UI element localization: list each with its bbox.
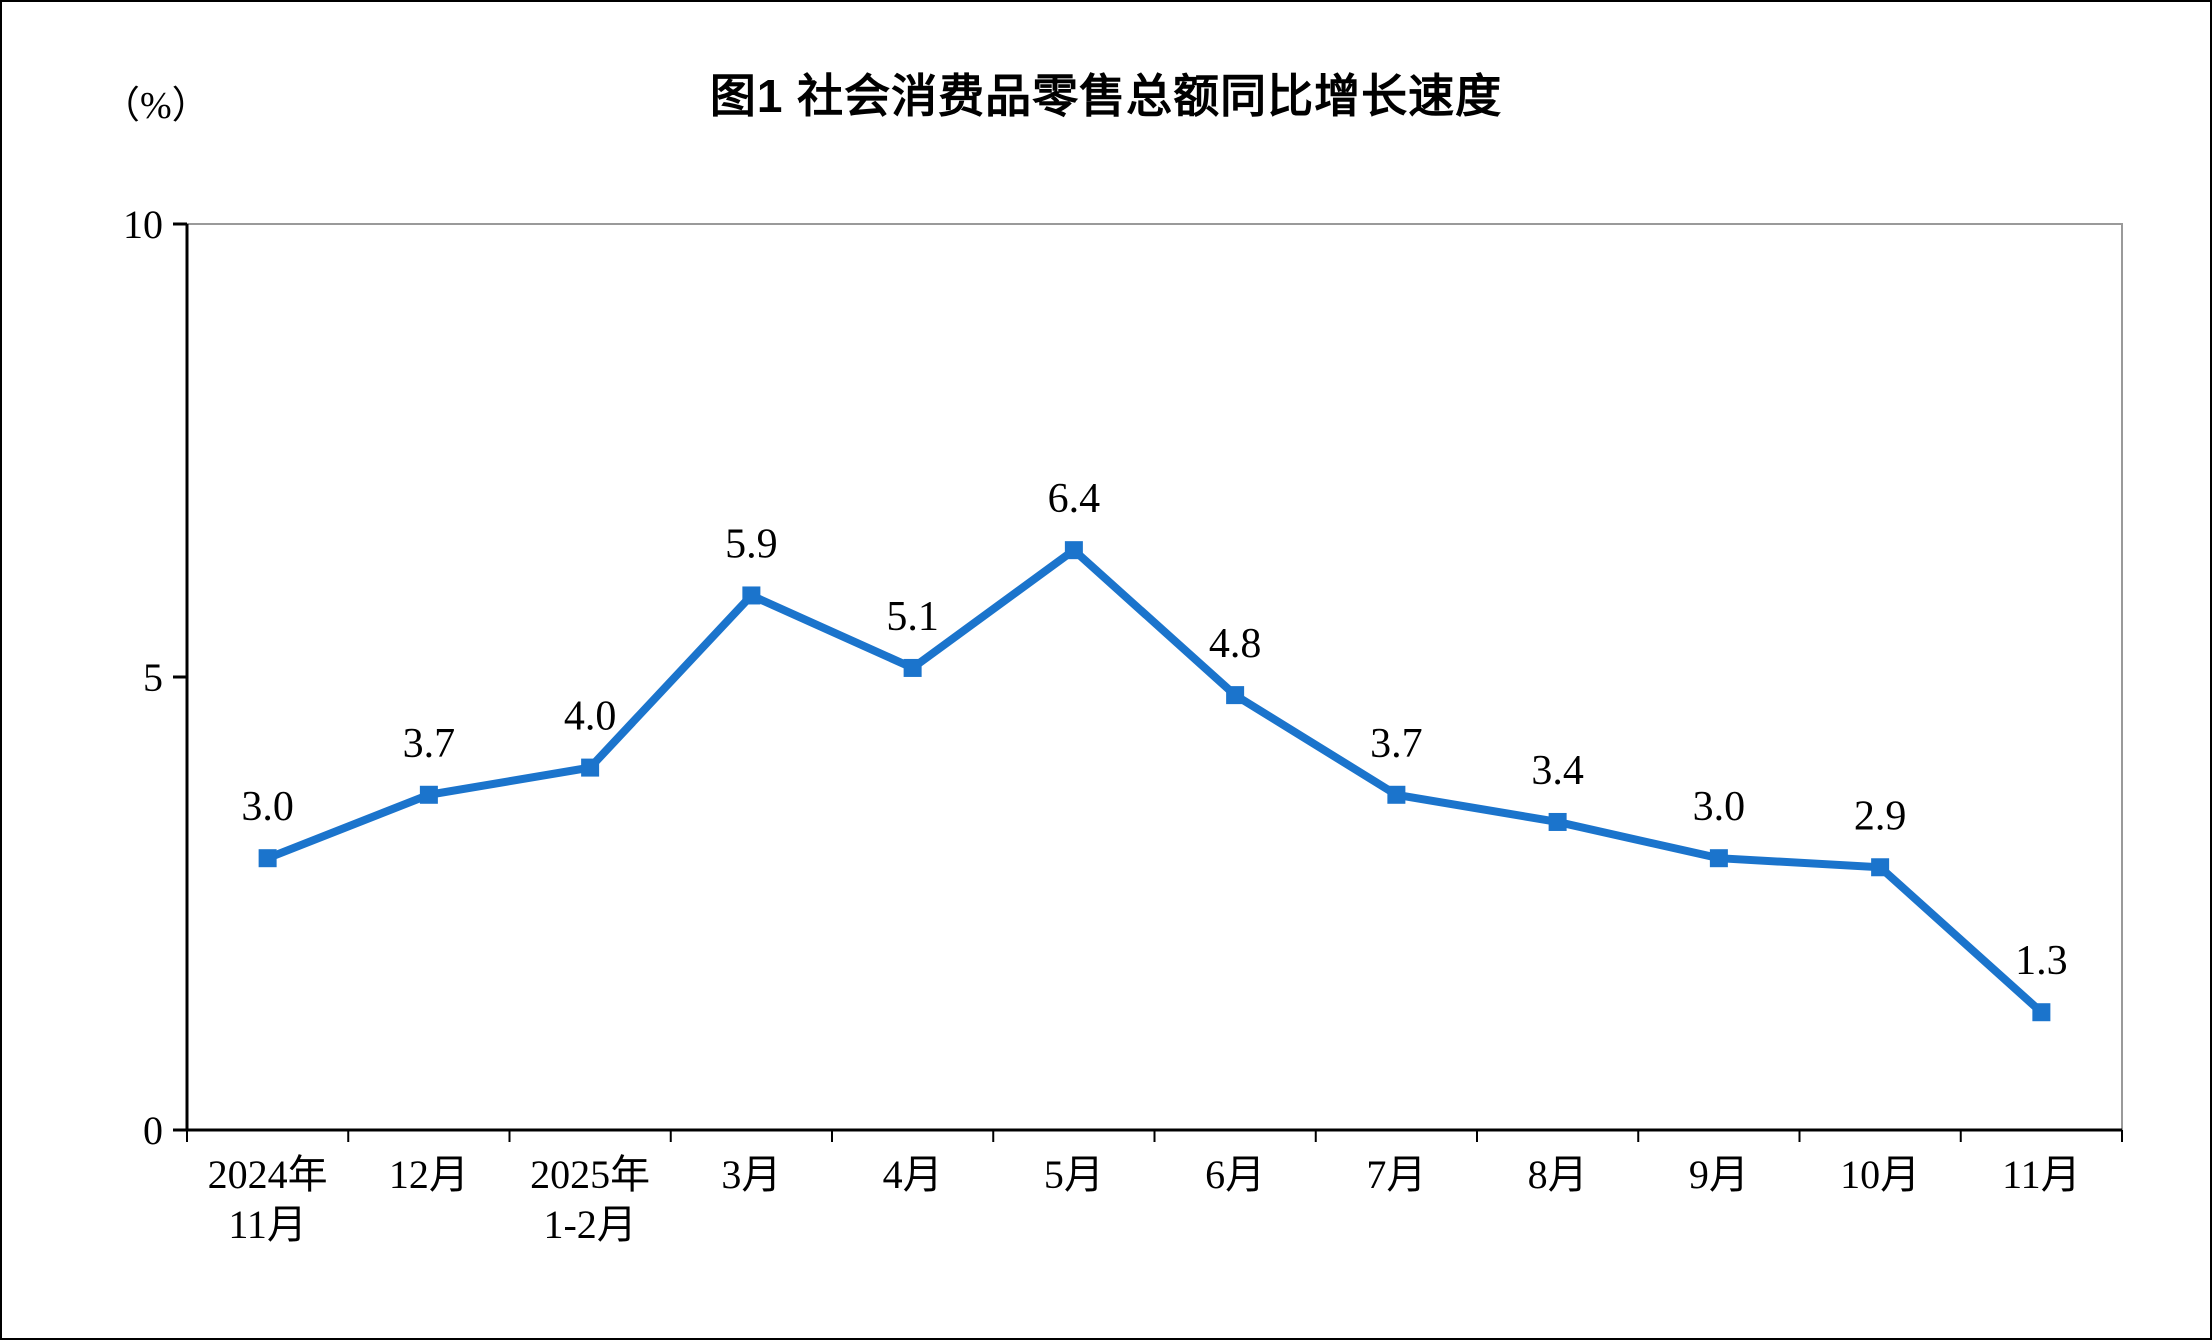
chart-title: 图1 社会消费品零售总额同比增长速度 bbox=[709, 70, 1503, 122]
data-point-marker bbox=[419, 785, 438, 804]
y-axis-tick-label: 10 bbox=[123, 202, 163, 247]
x-axis-label: 9月 bbox=[1689, 1152, 1749, 1197]
y-axis-tick-label: 0 bbox=[143, 1108, 163, 1153]
data-point-marker bbox=[1064, 541, 1083, 560]
data-point-label: 4.8 bbox=[1209, 621, 1262, 667]
data-point-marker bbox=[1226, 686, 1245, 705]
y-axis-tick-label: 5 bbox=[143, 655, 163, 700]
data-point-label: 3.7 bbox=[403, 721, 456, 767]
data-point-label: 3.7 bbox=[1370, 721, 1423, 767]
data-point-label: 3.0 bbox=[241, 784, 294, 830]
x-axis-label: 4月 bbox=[883, 1152, 943, 1197]
plot-frame bbox=[186, 223, 2123, 1131]
data-point-marker bbox=[581, 758, 600, 777]
data-point-label: 5.9 bbox=[725, 521, 778, 567]
data-point-label: 2.9 bbox=[1854, 793, 1907, 839]
data-point-label: 3.4 bbox=[1531, 748, 1584, 794]
x-axis-label: 10月 bbox=[1840, 1152, 1920, 1197]
x-axis-label: 11月 bbox=[2002, 1152, 2081, 1197]
data-point-marker bbox=[258, 849, 277, 868]
x-axis-label: 8月 bbox=[1528, 1152, 1588, 1197]
x-axis-label: 5月 bbox=[1044, 1152, 1104, 1197]
data-point-marker bbox=[2032, 1003, 2051, 1022]
data-point-label: 6.4 bbox=[1048, 476, 1101, 522]
x-axis-label: 3月 bbox=[721, 1152, 781, 1197]
data-point-marker bbox=[1871, 858, 1890, 877]
data-point-marker bbox=[742, 586, 761, 605]
data-point-label: 1.3 bbox=[2015, 938, 2068, 984]
y-axis-unit-label: （%） bbox=[102, 85, 210, 127]
data-point-marker bbox=[1709, 849, 1728, 868]
data-point-label: 4.0 bbox=[564, 694, 617, 740]
data-point-marker bbox=[1548, 812, 1567, 831]
x-axis-label: 7月 bbox=[1366, 1152, 1426, 1197]
line-series bbox=[266, 545, 2045, 1016]
data-point-label: 5.1 bbox=[886, 594, 939, 640]
x-axis-label: 2025年 1-2月 bbox=[530, 1152, 650, 1247]
x-axis-label: 2024年 11月 bbox=[208, 1152, 328, 1247]
data-point-label: 3.0 bbox=[1693, 784, 1746, 830]
data-point-marker bbox=[903, 658, 922, 677]
x-axis-label: 6月 bbox=[1205, 1152, 1265, 1197]
data-point-marker bbox=[1387, 785, 1406, 804]
x-axis-label: 12月 bbox=[389, 1152, 469, 1197]
